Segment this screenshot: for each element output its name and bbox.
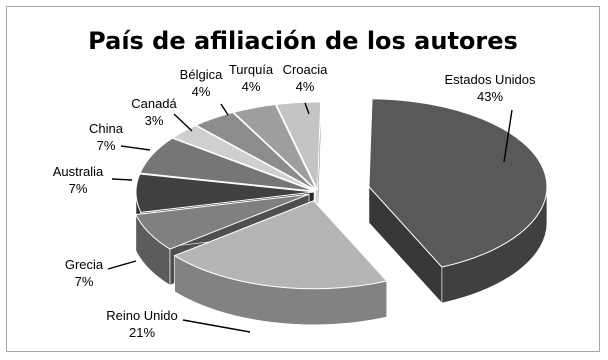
slice-australia (135, 173, 315, 213)
data-label-australia: Australia 7% (53, 164, 104, 196)
slice-croacia (275, 101, 322, 191)
data-value-croacia: 4% (296, 79, 315, 94)
leader-line-croacia (304, 102, 310, 115)
data-value-china: 7% (97, 138, 116, 153)
data-label-grecia: Grecia 7% (65, 257, 104, 289)
data-value-australia: 7% (69, 181, 88, 196)
data-label-turquia: Turquía 4% (229, 62, 274, 94)
data-label-canada: Canadá 3% (131, 96, 177, 128)
data-value-grecia: 7% (75, 274, 94, 289)
slice-grecia (135, 193, 310, 250)
leader-line-china (120, 145, 151, 151)
data-value-belgica: 4% (192, 84, 211, 99)
leader-line-estados-unidos (503, 109, 513, 163)
data-label-estados-unidos: Estados Unidos 43% (444, 72, 536, 104)
data-value-estados-unidos: 43% (477, 89, 503, 104)
chart-title: País de afiliación de los autores (88, 27, 518, 55)
data-value-turquia: 4% (242, 79, 261, 94)
leader-line-grecia (107, 260, 137, 270)
leader-line-australia (111, 178, 133, 181)
slice-turquia (232, 103, 318, 191)
leader-line-reino-unido (182, 319, 251, 333)
data-label-reino-unido: Reino Unido 21% (106, 308, 178, 340)
data-value-reino-unido: 21% (129, 325, 155, 340)
slice-canada (171, 124, 316, 192)
data-label-china: China 7% (89, 121, 124, 153)
leader-line-canada (173, 113, 193, 132)
slice-reino-unido (173, 200, 388, 290)
slice-estados-unidos (368, 98, 548, 268)
data-label-croacia: Croacia 4% (283, 62, 329, 94)
slice-china (139, 137, 315, 192)
data-label-belgica: Bélgica 4% (180, 67, 223, 99)
slice-belgica (195, 111, 317, 191)
leader-line-belgica (220, 103, 229, 116)
data-value-canada: 3% (145, 113, 164, 128)
